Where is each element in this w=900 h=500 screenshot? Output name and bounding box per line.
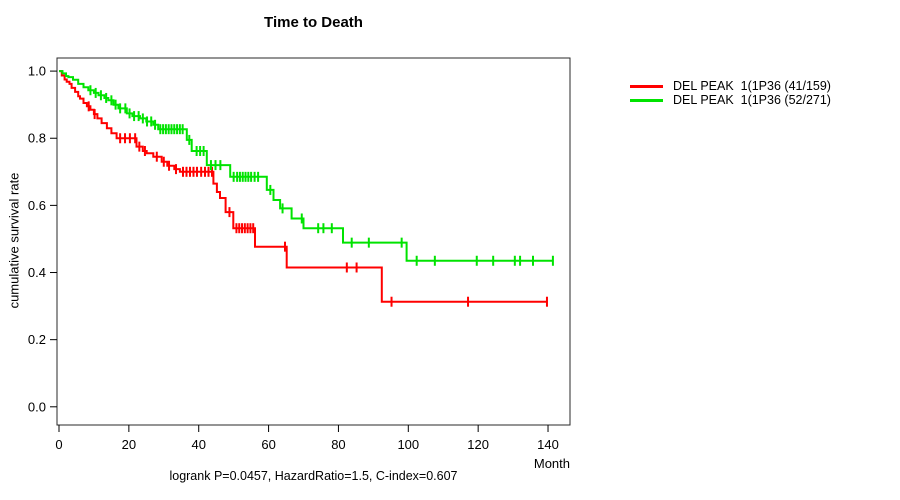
legend-line-swatch-green — [630, 98, 663, 102]
legend: DEL PEAK 1(1P36 (41/159) DEL PEAK 1(1P36… — [630, 79, 831, 107]
y-tick-label: 0.4 — [28, 265, 46, 280]
y-tick-label: 1.0 — [28, 64, 46, 79]
y-tick-label: 0.0 — [28, 399, 46, 414]
x-tick-label: 60 — [261, 437, 275, 452]
y-tick-label: 0.8 — [28, 131, 46, 146]
chart-title: Time to Death — [264, 14, 363, 31]
stats-caption: logrank P=0.0457, HazardRatio=1.5, C-ind… — [169, 469, 458, 483]
survival-curve-red — [59, 70, 547, 303]
x-tick-label: 120 — [467, 437, 489, 452]
x-tick-label: 100 — [397, 437, 419, 452]
x-tick-label: 0 — [55, 437, 62, 452]
x-tick-label: 20 — [122, 437, 136, 452]
y-tick-label: 0.2 — [28, 332, 46, 347]
y-tick-label: 0.6 — [28, 198, 46, 213]
legend-line-swatch-red — [630, 84, 663, 88]
x-axis-label: Month — [533, 456, 570, 471]
x-tick-label: 80 — [331, 437, 345, 452]
legend-item-green: DEL PEAK 1(1P36 (52/271) — [630, 93, 831, 107]
y-axis-label: cumulative survival rate — [6, 172, 22, 309]
x-tick-label: 40 — [191, 437, 205, 452]
legend-label-green: DEL PEAK 1(1P36 (52/271) — [673, 93, 831, 107]
x-tick-label: 140 — [537, 437, 559, 452]
legend-label-red: DEL PEAK 1(1P36 (41/159) — [673, 79, 831, 93]
plot-box — [56, 57, 571, 426]
legend-item-red: DEL PEAK 1(1P36 (41/159) — [630, 79, 831, 93]
survival-curve-green — [59, 70, 553, 262]
